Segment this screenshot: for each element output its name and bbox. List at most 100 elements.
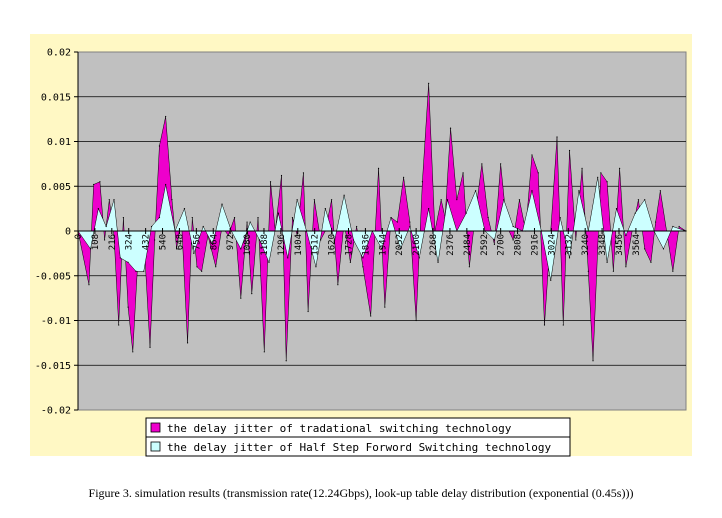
jitter-chart: 0.02 0.015 0.01 0.005 0 -0.005 -0.01 -0.015 -0.0… (30, 34, 692, 457)
series1-point-55 (396, 221, 398, 223)
series2-point-35 (390, 216, 392, 219)
x-tick-label-32: 3456 (615, 234, 625, 256)
series1-point-88 (600, 172, 602, 174)
series1-point-8 (122, 216, 124, 219)
series1-point-28 (233, 216, 236, 219)
series1-point-59 (421, 181, 423, 183)
x-tick-label-24: 2592 (480, 234, 490, 256)
series2-point-39 (428, 208, 430, 210)
series1-point-75 (518, 199, 521, 201)
series1-point-9 (127, 306, 129, 308)
series2-point-1 (89, 248, 92, 250)
x-tick-label-25: 2700 (497, 234, 507, 256)
series1-point-29 (240, 297, 242, 299)
series1-point-22 (196, 266, 198, 268)
series2-point-54 (568, 257, 571, 259)
legend-swatch-series2 (150, 441, 161, 452)
series1-point-45 (330, 199, 333, 201)
x-tick-label-15: 1620 (328, 234, 338, 256)
series2-point-34 (381, 248, 383, 250)
y-tick-label-6: -0.01 (41, 316, 71, 327)
series2-point-8 (143, 270, 145, 272)
x-tick-label-12: 1296 (277, 234, 287, 256)
series2-point-17 (221, 203, 223, 205)
series2-point-13 (183, 208, 186, 210)
series2-point-21 (258, 239, 261, 241)
y-tick-label-1: 0.015 (41, 92, 71, 103)
series1-point-39 (296, 234, 298, 237)
y-tick-label-4: 0 (65, 227, 71, 238)
series1-point-2 (93, 183, 95, 186)
series2-point-9 (150, 225, 153, 228)
series1-point-97 (655, 221, 657, 223)
series1-point-65 (456, 199, 458, 201)
series2-point-62 (644, 199, 646, 201)
series2-point-53 (559, 216, 561, 219)
x-tick-label-1: 108 (91, 234, 101, 250)
series2-point-30 (343, 194, 345, 196)
y-tick-label-5: -0.005 (35, 271, 71, 282)
series1-point-6 (113, 234, 115, 237)
series2-point-61 (634, 212, 636, 214)
series1-point-5 (108, 199, 110, 201)
series1-point-7 (118, 324, 120, 326)
series2-point-25 (296, 199, 298, 201)
series1-point-42 (313, 199, 315, 201)
y-tick-label-2: 0.01 (47, 137, 71, 148)
series1-point-98 (659, 190, 661, 192)
y-tick-label-7: -0.015 (35, 361, 71, 372)
series1-point-31 (251, 293, 253, 295)
series2-point-47 (503, 199, 505, 201)
series1-point-77 (531, 154, 533, 156)
series1-point-96 (650, 261, 652, 263)
legend: the delay jitter of tradational switchin… (145, 417, 571, 457)
series1-point-70 (487, 216, 489, 219)
series2-point-41 (446, 199, 449, 201)
series1-point-17 (171, 199, 173, 201)
series1-point-23 (201, 270, 203, 272)
series2-point-37 (409, 225, 411, 228)
series1-point-91 (619, 167, 621, 169)
x-tick-label-4: 432 (142, 234, 152, 250)
series-area-1 (77, 83, 687, 362)
series2-point-19 (240, 248, 242, 250)
x-tick-label-26: 2808 (514, 234, 524, 256)
x-tick-label-23: 2484 (463, 234, 473, 256)
legend-swatch-series1 (150, 422, 161, 433)
x-tick-label-17: 1836 (361, 234, 371, 256)
y-tick-label-3: 0.005 (41, 182, 71, 193)
series1-point-94 (637, 199, 640, 201)
series2-point-3 (105, 225, 107, 228)
series2-point-14 (193, 252, 195, 254)
series2-point-65 (672, 225, 674, 228)
series2-point-6 (127, 261, 129, 263)
series1-point-32 (257, 216, 259, 219)
y-tick-label-8: -0.02 (41, 406, 71, 417)
y-tick-labels: 0.02 0.015 0.01 0.005 0 -0.005 -0.01 -0.015 -0.0… (35, 48, 78, 417)
series1-point-21 (191, 216, 193, 219)
series1-point-57 (409, 221, 411, 223)
series1-point-36 (280, 174, 283, 177)
x-tick-label-13: 1404 (294, 234, 304, 256)
series1-point-30 (246, 221, 248, 223)
figure-caption: Figure 3. simulation results (transmissi… (88, 486, 634, 500)
series1-point-49 (356, 225, 358, 228)
series1-point-48 (349, 261, 351, 263)
x-tick-label-9: 972 (226, 234, 236, 250)
series-area-2 (77, 177, 687, 281)
series2-point-4 (113, 199, 115, 201)
series1-point-100 (672, 270, 674, 272)
x-tick-label-0: 0 (74, 234, 84, 239)
series1-point-58 (415, 319, 417, 322)
series2-point-7 (135, 270, 137, 272)
series2-point-27 (315, 266, 317, 268)
series1-point-79 (543, 324, 546, 326)
series2-point-40 (437, 261, 439, 263)
series2-point-52 (550, 279, 552, 281)
x-tick-label-28: 3024 (547, 234, 557, 256)
x-tick-label-7: 756 (192, 234, 202, 250)
series1-point-90 (612, 270, 614, 272)
series1-point-16 (165, 115, 167, 118)
x-tick-label-33: 3564 (632, 234, 642, 256)
series1-point-71 (493, 243, 495, 246)
